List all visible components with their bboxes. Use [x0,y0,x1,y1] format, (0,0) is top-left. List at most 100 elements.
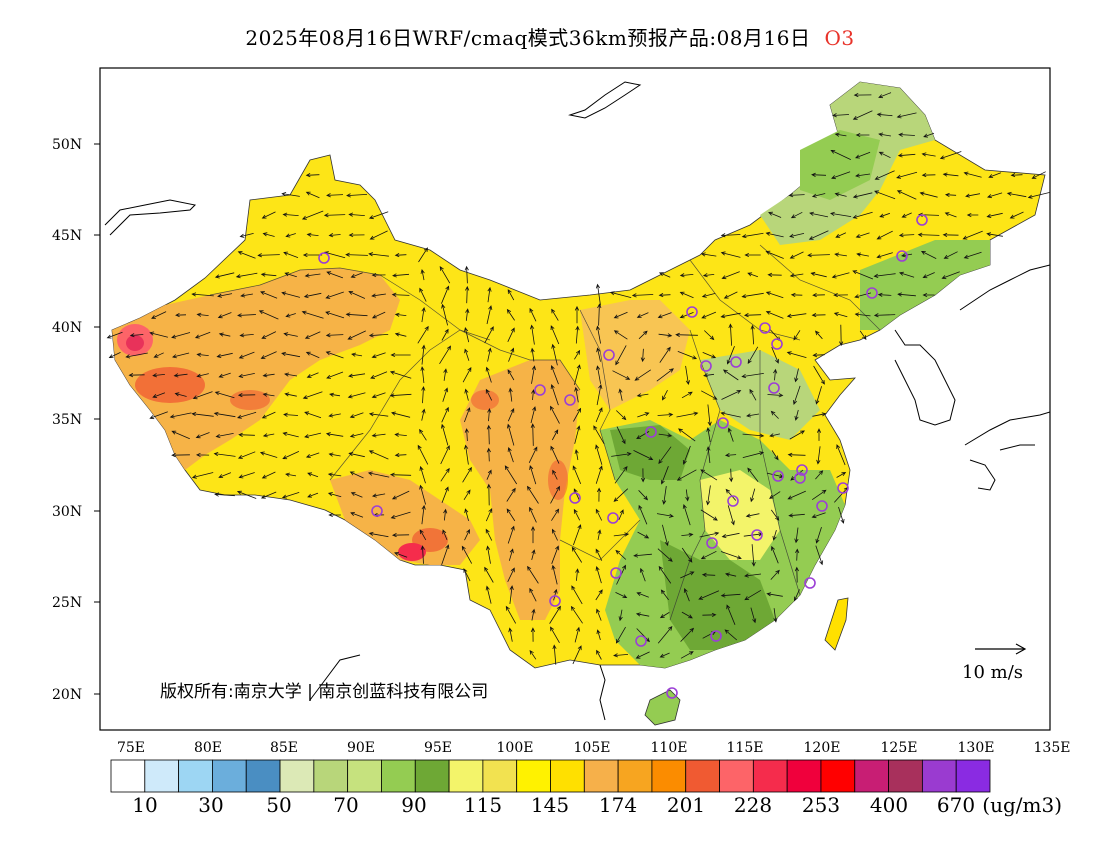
wind-vector [508,387,513,402]
wind-vector [636,431,650,440]
wind-vector [675,332,698,337]
wind-vector [215,433,234,439]
wind-vector [106,331,123,339]
station-marker [794,472,806,484]
station-marker [700,360,712,372]
wind-vector [941,271,960,280]
wind-vector [371,433,386,438]
wind-vector [572,465,582,485]
wind-vector [305,173,320,178]
wind-vector [328,413,341,418]
lon-label-95e: 95E [424,740,452,756]
wind-vector [282,451,300,460]
wind-vector [706,427,711,443]
wind-vector [966,212,979,218]
wind-vector [507,369,515,381]
wind-vector [464,444,469,465]
wind-vector [676,411,699,418]
station-marker-layer [318,214,928,699]
lat-label-25n: 25N [52,595,82,611]
wind-vector [771,450,779,461]
wind-vector [809,211,829,218]
colorbar-swatch [144,759,180,793]
wind-vector [618,509,624,521]
wind-vector [706,446,711,464]
wind-vector [574,626,581,643]
wind-vector [789,251,804,259]
wind-vector [812,412,827,417]
wind-vector [574,425,581,444]
wind-vector [615,549,627,560]
peak-south-tibet [398,543,426,561]
colorbar-label: 253 [802,793,840,817]
wind-vector [656,513,674,518]
wind-vector [420,545,425,564]
wind-vector [574,386,579,403]
station-marker [730,356,742,368]
wind-vector [854,292,872,299]
wind-vector [304,432,322,439]
wind-vector [963,251,982,259]
wind-vector [419,465,426,484]
wind-vector [613,653,629,658]
wind-vector [486,424,491,445]
colorbar-swatch [347,759,382,793]
wind-vector [507,525,515,544]
wind-vector [260,491,277,499]
wind-vector [613,488,629,502]
wind-vector [725,572,737,577]
wind-vector [613,311,628,319]
wind-vector [368,531,389,538]
wind-vector [573,407,582,422]
wind-vector [745,513,760,518]
wind-vector [897,292,916,297]
wind-vector [238,351,255,359]
wind-vector [303,292,322,299]
wind-vector [597,529,602,540]
wind-vector [420,366,425,384]
wind-vector [441,544,450,566]
colorbar-labels: 10 30 50 70 90 115 145 174 201 228 253 4… [132,793,1062,817]
wind-vector [235,272,258,279]
wind-vector [656,368,674,382]
wind-vector [421,385,426,404]
wind-vector [462,367,472,383]
colorbar-swatch [786,759,822,793]
wind-vector [506,308,515,321]
wind-vector [676,469,697,481]
station-marker [371,505,383,517]
colorbar-swatch [921,759,957,793]
wind-vector [789,233,805,238]
wind-vector [262,373,275,378]
wind-vector [720,251,741,258]
wind-vector [637,412,650,418]
wind-vector [464,265,469,284]
coastline-indochina [309,654,606,721]
lat-label-35n: 35N [52,412,82,428]
wind-vector [551,545,560,564]
station-marker [768,382,780,394]
station-marker [759,322,771,334]
wind-vector [550,445,560,464]
wind-vector [323,213,346,218]
wind-vector [793,330,801,341]
wind-vector [307,472,319,478]
wind-vector [741,232,764,239]
wind-vector [284,272,297,278]
wind-vector [196,352,209,357]
west-orange-zone [112,268,400,470]
wind-vector [593,425,605,445]
wind-vector [282,431,299,438]
wind-vector [462,466,472,483]
wind-vector [443,368,448,381]
wind-vector [371,392,386,399]
wind-vector [326,271,344,279]
wind-vector [595,465,603,484]
wind-vector [530,324,535,345]
wind-vector [348,373,366,378]
wind-vector [464,528,470,541]
wind-vector [833,312,848,318]
wind-vector [194,331,211,339]
wind-vector [618,388,623,401]
